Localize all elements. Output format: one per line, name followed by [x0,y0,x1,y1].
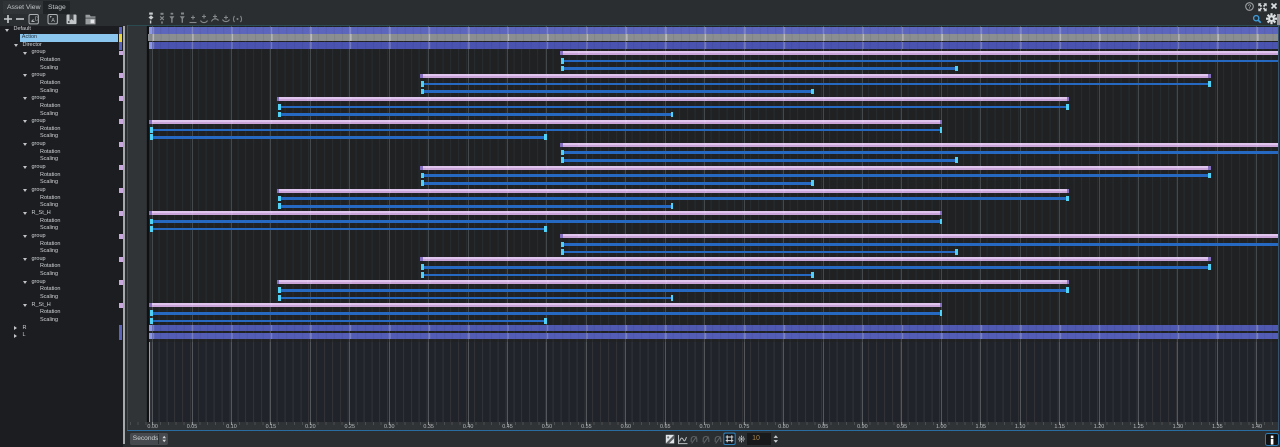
svg-text:A: A [51,18,55,24]
svg-text:?: ? [1248,4,1252,11]
svg-text:D: D [35,17,39,23]
